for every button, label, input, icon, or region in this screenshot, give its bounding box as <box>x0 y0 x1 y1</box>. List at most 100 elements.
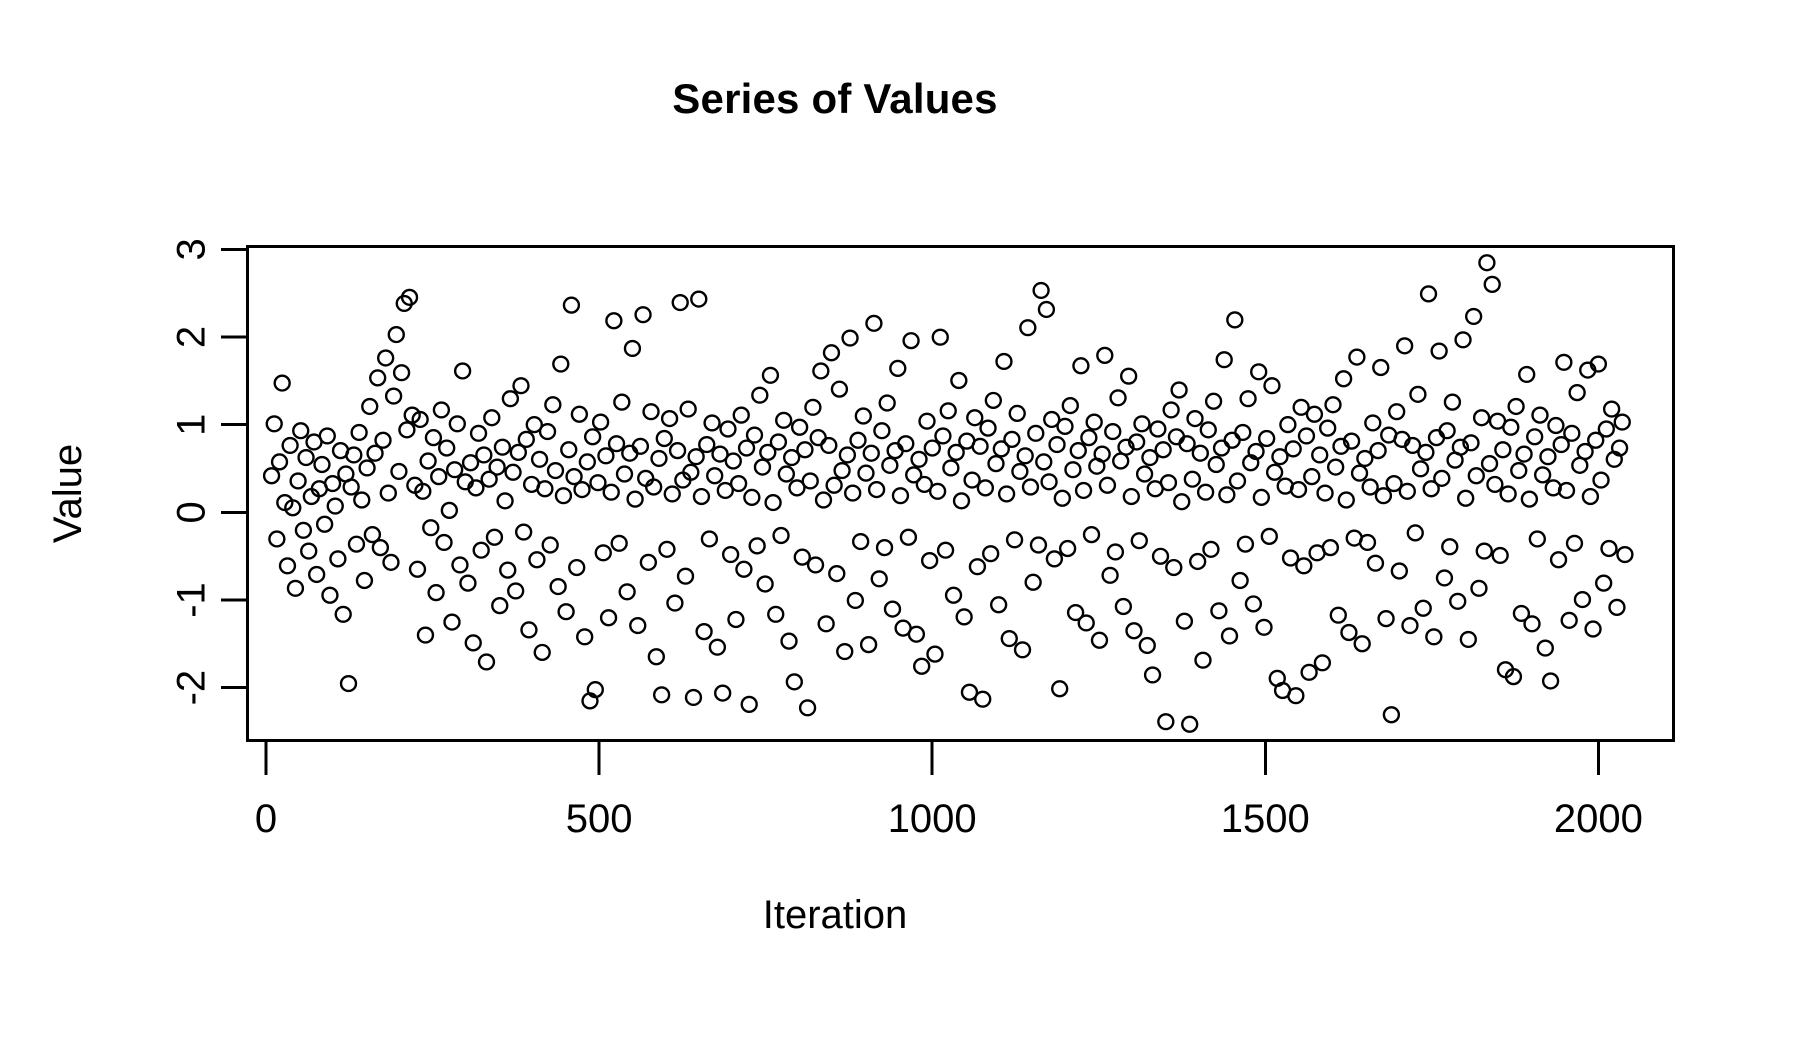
data-point <box>1470 579 1488 597</box>
data-point <box>326 497 344 515</box>
data-point <box>838 446 857 464</box>
data-point <box>1250 363 1268 381</box>
data-point <box>1106 543 1125 561</box>
data-point <box>650 449 668 468</box>
data-point <box>634 306 652 324</box>
data-point <box>1494 441 1512 459</box>
data-point <box>599 609 618 627</box>
data-point <box>1173 493 1191 511</box>
data-point <box>748 537 766 555</box>
data-point <box>1502 418 1520 436</box>
data-point <box>1300 663 1318 681</box>
data-point <box>700 530 719 548</box>
data-point <box>814 491 833 509</box>
data-point <box>1563 424 1581 442</box>
data-point <box>552 355 570 373</box>
data-point <box>1231 571 1249 590</box>
data-point <box>1472 409 1491 427</box>
data-point <box>1401 616 1419 635</box>
data-point <box>761 366 780 384</box>
data-point <box>1114 597 1133 616</box>
data-point <box>525 416 543 434</box>
data-point <box>448 415 466 433</box>
data-point <box>756 575 774 593</box>
data-point <box>753 458 772 476</box>
data-point <box>1616 545 1634 564</box>
data-point <box>1555 353 1573 371</box>
data-point <box>1332 437 1350 455</box>
data-point <box>1531 406 1549 424</box>
data-point <box>690 290 708 308</box>
data-point <box>830 380 849 398</box>
data-point <box>1196 483 1215 501</box>
data-point <box>422 519 440 537</box>
data-point <box>854 407 872 425</box>
data-point <box>1390 562 1409 580</box>
data-point <box>1207 455 1225 474</box>
data-point <box>618 583 636 601</box>
data-point <box>1547 416 1565 435</box>
data-point <box>1329 606 1347 624</box>
data-point <box>745 426 764 444</box>
data-point <box>939 402 957 420</box>
data-point <box>565 468 583 486</box>
data-point <box>1449 592 1467 610</box>
data-point <box>560 441 578 459</box>
data-point <box>1234 423 1252 442</box>
data-point <box>836 642 854 661</box>
data-point <box>496 492 514 510</box>
data-point <box>735 560 753 578</box>
data-point <box>793 548 811 566</box>
data-point <box>1000 629 1018 648</box>
data-point <box>297 448 315 467</box>
data-point <box>631 437 650 455</box>
data-point <box>308 565 326 584</box>
data-point <box>1013 641 1032 659</box>
data-point <box>995 352 1013 371</box>
data-point <box>867 481 886 499</box>
data-point <box>1159 474 1178 492</box>
data-point <box>445 461 464 479</box>
data-point <box>926 645 944 663</box>
data-point <box>416 626 435 644</box>
data-point <box>414 482 432 500</box>
data-point <box>974 690 992 708</box>
data-point <box>891 487 910 505</box>
data-point <box>1170 381 1188 399</box>
data-point <box>1358 533 1377 552</box>
data-point <box>1029 536 1048 554</box>
data-point <box>1581 487 1600 506</box>
data-point <box>928 482 947 500</box>
data-point <box>719 420 737 438</box>
data-point <box>294 521 313 539</box>
data-point <box>350 423 368 442</box>
data-point <box>1382 706 1401 724</box>
data-point <box>1377 610 1395 628</box>
data-point <box>339 674 358 693</box>
data-point <box>1303 468 1321 486</box>
x-tick-label: 0 <box>255 797 277 841</box>
data-point <box>289 472 307 490</box>
data-point <box>1475 542 1493 560</box>
data-point <box>541 536 559 554</box>
data-point <box>796 441 814 459</box>
data-point <box>695 623 713 641</box>
data-point <box>284 499 302 517</box>
data-point <box>1295 557 1313 575</box>
data-point <box>772 526 790 545</box>
data-point <box>451 556 469 574</box>
data-point <box>530 450 549 468</box>
data-point <box>873 422 891 440</box>
data-point <box>1186 410 1204 428</box>
data-point <box>1210 602 1228 620</box>
data-point <box>363 526 382 544</box>
data-point <box>1056 417 1074 435</box>
data-point <box>1433 469 1451 487</box>
data-point <box>573 481 591 499</box>
data-point <box>790 418 809 436</box>
data-point <box>554 487 573 505</box>
data-point <box>1557 481 1576 500</box>
data-point <box>268 530 286 548</box>
data-point <box>1120 367 1138 385</box>
data-point <box>1297 427 1316 445</box>
